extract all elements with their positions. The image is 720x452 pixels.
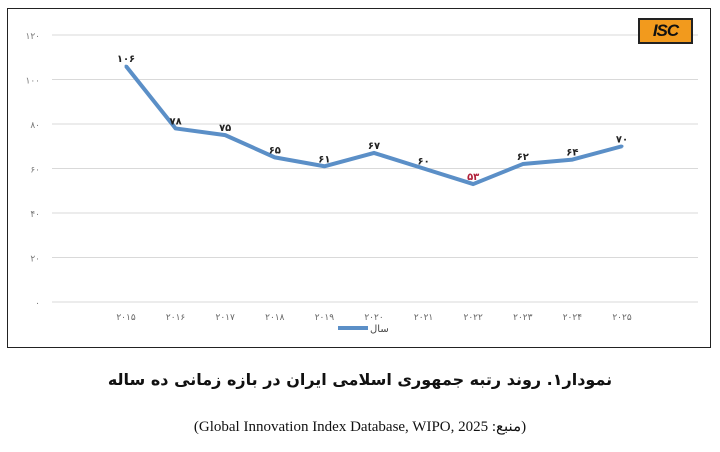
- x-tick-label: ۲۰۲۵: [612, 313, 632, 323]
- y-tick-label: ۸۰: [30, 121, 40, 131]
- isc-logo: ISC: [638, 18, 693, 44]
- chart-frame: [7, 8, 711, 348]
- data-label: ۱۰۶: [117, 54, 135, 65]
- data-point: [570, 158, 574, 162]
- legend-label: سال: [370, 324, 389, 335]
- data-point: [471, 182, 475, 186]
- data-point: [620, 144, 624, 148]
- data-label: ۶۴: [566, 148, 578, 159]
- x-tick-label: ۲۰۲۱: [414, 313, 433, 323]
- y-tick-label: ۴۰: [30, 210, 40, 220]
- data-label: ۷۵: [219, 123, 231, 134]
- x-tick-label: ۲۰۲۰: [364, 313, 383, 323]
- x-tick-label: ۲۰۱۶: [166, 313, 186, 323]
- data-point: [223, 133, 227, 137]
- data-label: ۷۰: [616, 134, 628, 145]
- data-point: [422, 167, 426, 170]
- line-chart: ۰ ۲۰ ۴۰ ۶۰ ۸۰ ۱۰۰ ۱۲۰ ۲۰۱۵ ۲۰۱۶ ۲۰۱۷ ۲۰۱۸ ۲۰۱۹ ۲۰۲۰ ۲…: [25, 32, 698, 335]
- y-tick-label: ۲۰: [30, 255, 40, 265]
- x-tick-label: ۲۰۱۷: [216, 313, 236, 323]
- data-label: ۶۲: [517, 152, 529, 163]
- x-tick-label: ۲۰۲۳: [513, 313, 533, 323]
- x-tick-label: ۲۰۲۲: [464, 313, 484, 323]
- x-tick-label: ۲۰۱۹: [315, 313, 335, 323]
- data-label: ۶۷: [368, 141, 380, 152]
- data-point: [372, 151, 376, 155]
- series-line: [124, 64, 623, 187]
- logo-text: ISC: [652, 21, 679, 40]
- data-label: ۵۳: [467, 172, 479, 183]
- data-point: [521, 162, 525, 166]
- data-label: ۷۸: [169, 116, 181, 127]
- y-tick-label: ۶۰: [30, 166, 40, 176]
- chart-source: (منبع: Global Innovation Index Database,…: [193, 419, 527, 435]
- data-label: ۶۵: [269, 145, 281, 156]
- x-tick-label: ۲۰۱۵: [116, 313, 136, 323]
- x-tick-label: ۲۰۱۸: [265, 313, 285, 323]
- y-tick-label: ۰: [35, 299, 40, 309]
- x-tick-label: ۲۰۲۴: [563, 313, 583, 323]
- data-point: [124, 64, 128, 68]
- data-point: [174, 126, 178, 130]
- data-point: [322, 164, 326, 168]
- y-tick-label: ۱۲۰: [25, 32, 40, 42]
- chart-caption: نمودار۱. روند رتبه جمهوری اسلامی ایران د…: [107, 370, 613, 389]
- y-tick-label: ۱۰۰: [25, 77, 40, 87]
- data-point: [273, 155, 277, 159]
- data-label: ۶۰: [417, 157, 429, 168]
- data-label: ۶۱: [318, 154, 330, 165]
